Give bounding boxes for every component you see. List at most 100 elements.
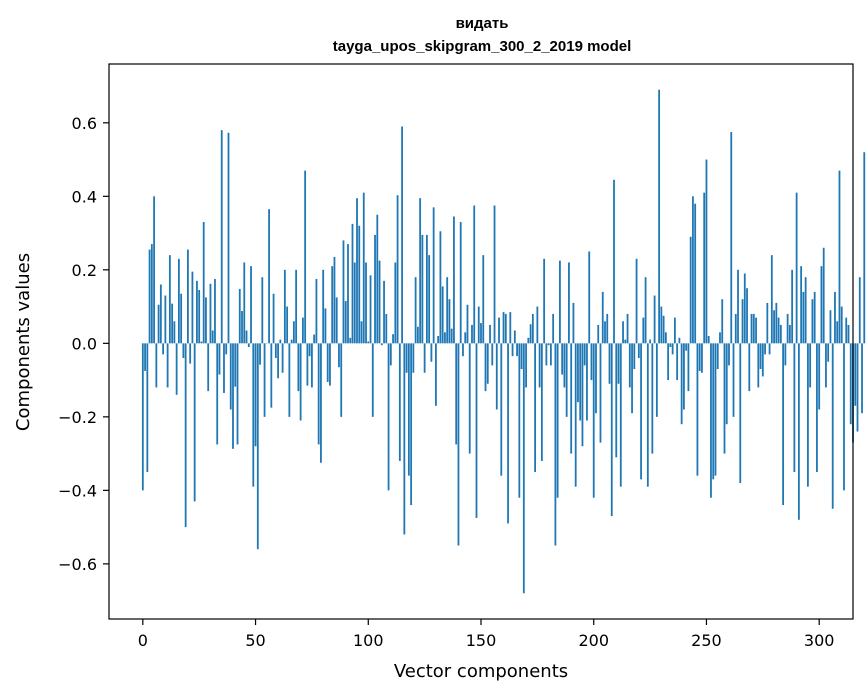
bar bbox=[360, 321, 363, 344]
bar bbox=[664, 332, 667, 344]
bar bbox=[619, 343, 622, 487]
bar bbox=[493, 205, 496, 344]
bar bbox=[527, 337, 530, 344]
y-tick-label: 0.2 bbox=[72, 261, 97, 280]
bar bbox=[723, 343, 726, 454]
bar bbox=[471, 324, 473, 344]
bar bbox=[486, 343, 489, 384]
bar bbox=[563, 343, 566, 388]
bar bbox=[822, 247, 825, 344]
bar bbox=[414, 277, 417, 344]
bar bbox=[649, 339, 651, 344]
bar bbox=[184, 343, 187, 528]
bar bbox=[570, 343, 573, 454]
bar bbox=[288, 343, 291, 417]
bar bbox=[554, 343, 557, 546]
bar bbox=[617, 343, 620, 384]
bar bbox=[577, 343, 579, 403]
bar bbox=[599, 343, 602, 443]
bar bbox=[477, 306, 480, 344]
bar bbox=[358, 225, 361, 344]
bar bbox=[707, 335, 710, 344]
bar bbox=[342, 240, 345, 344]
bar bbox=[608, 343, 611, 384]
bar bbox=[491, 343, 494, 366]
bar bbox=[710, 343, 712, 498]
bar bbox=[274, 343, 277, 359]
bar bbox=[511, 343, 514, 357]
bar bbox=[637, 343, 640, 359]
bar bbox=[403, 343, 406, 535]
bar bbox=[861, 343, 863, 414]
bar bbox=[484, 343, 487, 392]
bar bbox=[795, 192, 798, 344]
bar bbox=[189, 343, 192, 364]
bar bbox=[457, 343, 460, 546]
bar bbox=[752, 313, 755, 344]
bar bbox=[540, 343, 543, 461]
bar bbox=[290, 339, 293, 344]
bar bbox=[509, 312, 512, 344]
bar bbox=[362, 192, 365, 344]
bar bbox=[459, 222, 462, 344]
bar bbox=[746, 288, 748, 344]
bar bbox=[854, 343, 857, 406]
bar bbox=[387, 343, 390, 491]
bar bbox=[653, 295, 656, 344]
bar bbox=[374, 234, 376, 344]
bar bbox=[624, 339, 627, 344]
bar bbox=[389, 343, 392, 366]
x-tick-label: 250 bbox=[691, 631, 722, 650]
bar bbox=[522, 343, 525, 594]
bar bbox=[495, 343, 498, 410]
plot-frame bbox=[108, 63, 854, 620]
bar bbox=[380, 343, 383, 346]
bar bbox=[396, 195, 399, 344]
bar bbox=[175, 343, 178, 395]
bar bbox=[173, 321, 176, 344]
bar bbox=[308, 343, 311, 357]
bar bbox=[788, 324, 791, 344]
bar bbox=[502, 312, 505, 344]
bar bbox=[669, 343, 672, 348]
bar bbox=[658, 89, 661, 344]
bar bbox=[628, 343, 631, 388]
x-tick-label: 200 bbox=[578, 631, 609, 650]
bar bbox=[714, 343, 717, 476]
bar bbox=[737, 269, 739, 344]
bar bbox=[610, 343, 613, 517]
bar bbox=[444, 332, 446, 344]
bar bbox=[525, 343, 527, 388]
bar bbox=[286, 306, 289, 344]
bar bbox=[831, 343, 834, 509]
bar bbox=[252, 343, 255, 487]
bar bbox=[732, 343, 735, 417]
bar bbox=[430, 343, 433, 362]
bar bbox=[680, 343, 683, 425]
bar bbox=[545, 343, 548, 366]
bar bbox=[356, 198, 358, 344]
bar bbox=[437, 335, 440, 344]
bar bbox=[728, 343, 730, 366]
bar bbox=[254, 343, 257, 447]
bar bbox=[768, 343, 771, 355]
bar bbox=[845, 317, 848, 344]
bar bbox=[209, 283, 212, 344]
x-tick-label: 100 bbox=[353, 631, 384, 650]
chart-title: видать bbox=[456, 15, 509, 32]
bar bbox=[367, 341, 370, 344]
bar bbox=[218, 343, 221, 375]
bar bbox=[655, 343, 658, 417]
bar bbox=[448, 299, 451, 344]
bar bbox=[205, 297, 207, 344]
bar bbox=[335, 297, 338, 344]
bar bbox=[757, 343, 760, 388]
bar bbox=[843, 343, 845, 491]
bar bbox=[534, 343, 537, 472]
bar bbox=[604, 321, 606, 344]
bar bbox=[590, 343, 593, 381]
bar bbox=[371, 343, 374, 417]
bar bbox=[168, 255, 171, 344]
bar bbox=[644, 277, 647, 344]
bar bbox=[432, 207, 435, 344]
